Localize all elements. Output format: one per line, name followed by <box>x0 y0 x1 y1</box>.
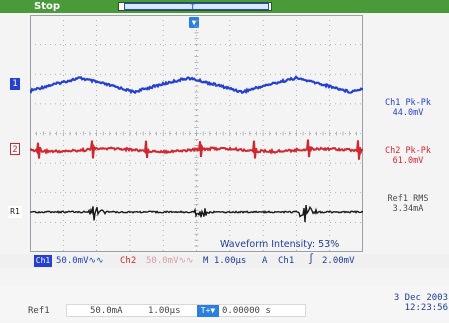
waveform-traces <box>30 75 363 223</box>
ch2-waveform <box>30 139 363 160</box>
trigger-point-marker-icon: T <box>190 3 196 13</box>
ch2-tag[interactable]: Ch2 <box>120 256 137 266</box>
waveform-intensity-readout: Waveform Intensity: 53% <box>220 239 340 250</box>
ch1-ground-marker[interactable]: 1 <box>10 78 20 90</box>
waveform-graticule <box>30 15 363 252</box>
time-display: 12:23:56 <box>404 303 448 313</box>
ch1-measurement: Ch1 Pk-Pk 44.0mV <box>368 98 448 118</box>
trigger-delay-icon[interactable]: T+▼ <box>197 305 219 317</box>
ref1-waveform <box>30 205 363 223</box>
ch2-measurement-value: 61.0mV <box>392 156 424 166</box>
date-display: 3 Dec 2003 <box>393 293 448 303</box>
ch2-vertical-scale[interactable]: 50.0mV∿∿ <box>146 256 194 266</box>
record-view-window[interactable] <box>124 3 269 10</box>
horizontal-timebase[interactable]: M 1.00µs <box>203 256 247 266</box>
ch1-waveform <box>30 75 363 95</box>
ref1-horizontal-position[interactable]: 0.00000 s <box>222 306 271 316</box>
ref1-measurement-label: Ref1 RMS <box>387 194 429 204</box>
ch1-measurement-label: Ch1 Pk-Pk <box>384 98 432 108</box>
ref1-label: Ref1 <box>28 306 50 316</box>
ch1-vertical-scale[interactable]: 50.0mV∿∿ <box>56 256 104 266</box>
ref1-measurement-value: 3.34mA <box>392 204 424 214</box>
trigger-level[interactable]: 2.00mV <box>322 256 355 266</box>
ch2-measurement: Ch2 Pk-Pk 61.0mV <box>368 146 448 166</box>
ref1-ground-marker[interactable]: R1 <box>8 206 22 218</box>
ref1-vertical-scale[interactable]: 50.0mA <box>90 306 123 316</box>
graticule-grid <box>30 15 363 252</box>
run-state-label[interactable]: Stop <box>34 1 61 12</box>
ch2-ground-marker[interactable]: 2 <box>10 143 20 155</box>
ch1-measurement-value: 44.0mV <box>392 108 424 118</box>
channel-status-bar <box>0 254 449 268</box>
ref1-timebase[interactable]: 1.00µs <box>148 306 181 316</box>
ref1-measurement: Ref1 RMS 3.34mA <box>368 194 448 214</box>
ref1-info-field <box>66 304 306 317</box>
rising-edge-icon[interactable]: ∫ <box>308 254 315 265</box>
trigger-position-icon[interactable]: ▼ <box>189 17 199 28</box>
trigger-source[interactable]: Ch1 <box>278 256 295 266</box>
ch2-measurement-label: Ch2 Pk-Pk <box>384 146 432 156</box>
trigger-mode[interactable]: A <box>262 256 268 266</box>
ch1-tag[interactable]: Ch1 <box>34 255 52 267</box>
